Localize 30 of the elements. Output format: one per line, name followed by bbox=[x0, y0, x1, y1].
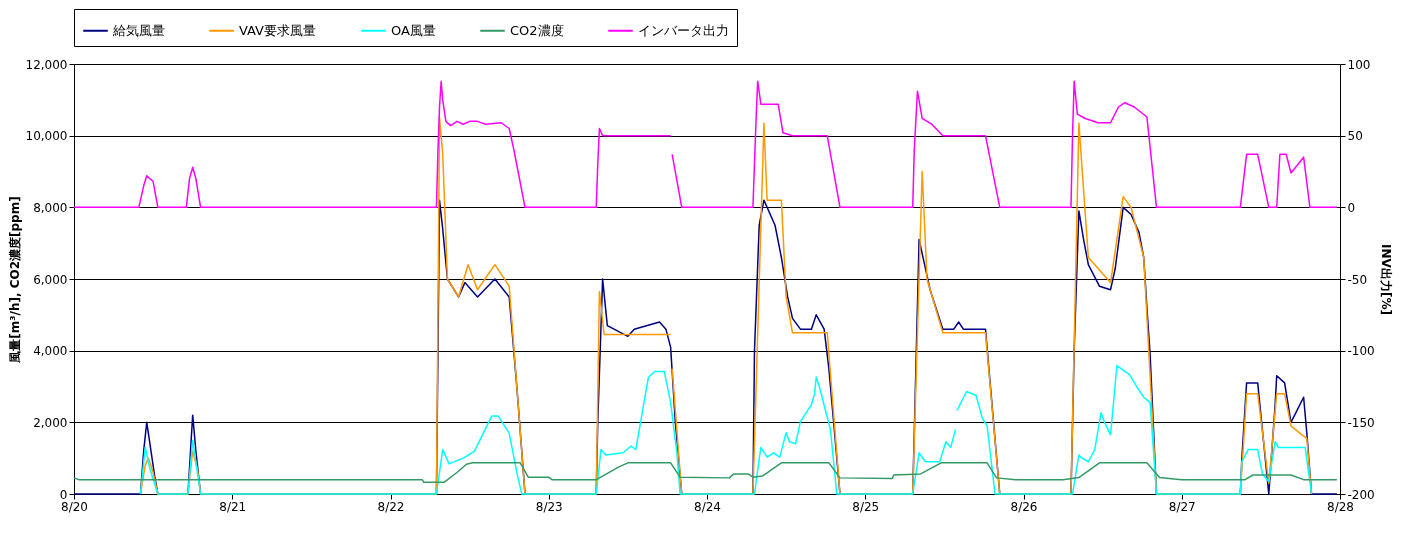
x-tick-label: 8/22 bbox=[377, 499, 405, 514]
x-tick-label: 8/26 bbox=[1010, 499, 1038, 514]
y-tick-label: 12,000 bbox=[25, 57, 68, 72]
x-tick-label: 8/25 bbox=[852, 499, 880, 514]
y-tick-label: 4,000 bbox=[33, 344, 68, 359]
y2-tick-label: 50 bbox=[1347, 129, 1363, 144]
x-tick-label: 8/20 bbox=[61, 499, 88, 514]
y-tick-label: 6,000 bbox=[33, 272, 68, 287]
y2-tick-label: -100 bbox=[1347, 344, 1375, 359]
y-tick-label: 10,000 bbox=[25, 129, 68, 144]
legend-label: CO2濃度 bbox=[510, 22, 564, 38]
legend-label: インバータ出力 bbox=[638, 22, 729, 38]
legend-label: 給気風量 bbox=[112, 22, 165, 38]
legend-label: VAV要求風量 bbox=[239, 22, 317, 38]
y-tick-label: 8,000 bbox=[33, 200, 68, 215]
y2-tick-label: -50 bbox=[1347, 272, 1368, 287]
x-tick-label: 8/23 bbox=[535, 499, 563, 514]
x-tick-label: 8/21 bbox=[219, 499, 247, 514]
legend-label: OA風量 bbox=[391, 22, 436, 38]
x-tick-label: 8/24 bbox=[694, 499, 721, 514]
y2-tick-label: 100 bbox=[1347, 57, 1371, 72]
x-tick-label: 8/28 bbox=[1327, 499, 1354, 514]
y2-tick-label: -150 bbox=[1347, 415, 1375, 430]
y-axis-title: 風量[m³/h], CO2濃度[ppm] bbox=[7, 196, 22, 364]
y-tick-label: 2,000 bbox=[33, 415, 68, 430]
y2-tick-label: 0 bbox=[1347, 200, 1356, 215]
y2-axis-title: INV出力[%] bbox=[1378, 244, 1393, 315]
y-tick-label: 0 bbox=[59, 487, 68, 502]
y2-tick-label: -200 bbox=[1347, 487, 1375, 502]
x-tick-label: 8/27 bbox=[1168, 499, 1196, 514]
